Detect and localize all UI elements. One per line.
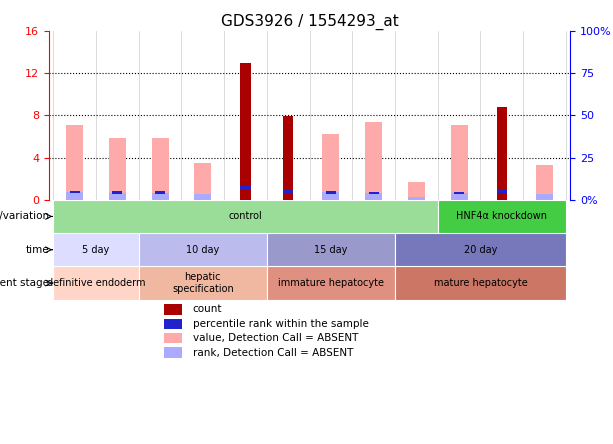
Bar bbox=[164, 319, 183, 329]
Text: mature hepatocyte: mature hepatocyte bbox=[433, 278, 527, 288]
Bar bbox=[454, 191, 464, 194]
Bar bbox=[267, 233, 395, 266]
Bar bbox=[408, 182, 425, 200]
Bar bbox=[497, 190, 507, 193]
Bar bbox=[194, 194, 211, 200]
Bar bbox=[365, 122, 382, 200]
Bar bbox=[109, 193, 126, 200]
Bar bbox=[49, 200, 570, 444]
Bar bbox=[365, 193, 382, 200]
Bar bbox=[139, 266, 267, 300]
Bar bbox=[53, 233, 139, 266]
Text: control: control bbox=[229, 211, 262, 222]
Text: development stage: development stage bbox=[0, 278, 50, 288]
Bar bbox=[194, 163, 211, 200]
Text: rank, Detection Call = ABSENT: rank, Detection Call = ABSENT bbox=[193, 348, 353, 357]
Text: 10 day: 10 day bbox=[186, 245, 219, 255]
Bar bbox=[112, 191, 123, 194]
Bar bbox=[109, 138, 126, 200]
Bar bbox=[283, 116, 294, 200]
Text: immature hepatocyte: immature hepatocyte bbox=[278, 278, 384, 288]
Bar bbox=[66, 192, 83, 200]
Bar bbox=[438, 200, 566, 233]
Bar bbox=[151, 138, 169, 200]
Bar bbox=[164, 347, 183, 358]
Text: HNF4α knockdown: HNF4α knockdown bbox=[456, 211, 547, 222]
Bar bbox=[451, 193, 468, 200]
Text: count: count bbox=[193, 304, 223, 314]
Bar bbox=[497, 107, 507, 200]
Text: 5 day: 5 day bbox=[82, 245, 110, 255]
Text: genotype/variation: genotype/variation bbox=[0, 211, 50, 222]
Text: hepatic
specification: hepatic specification bbox=[172, 272, 234, 294]
Bar bbox=[368, 192, 379, 194]
Text: value, Detection Call = ABSENT: value, Detection Call = ABSENT bbox=[193, 333, 358, 343]
Bar bbox=[53, 200, 438, 233]
Bar bbox=[395, 233, 566, 266]
Text: 15 day: 15 day bbox=[314, 245, 348, 255]
Bar bbox=[155, 191, 166, 194]
Bar bbox=[69, 190, 80, 193]
Bar bbox=[267, 266, 395, 300]
Bar bbox=[66, 125, 83, 200]
Bar bbox=[240, 186, 251, 189]
Bar bbox=[536, 165, 553, 200]
Bar bbox=[322, 192, 340, 200]
Title: GDS3926 / 1554293_at: GDS3926 / 1554293_at bbox=[221, 13, 398, 30]
Bar bbox=[164, 333, 183, 343]
Bar bbox=[408, 197, 425, 200]
Text: 20 day: 20 day bbox=[463, 245, 497, 255]
Bar bbox=[283, 190, 294, 193]
Bar bbox=[53, 266, 139, 300]
Bar bbox=[322, 135, 340, 200]
Bar bbox=[164, 304, 183, 314]
Bar bbox=[451, 125, 468, 200]
Text: definitive endoderm: definitive endoderm bbox=[47, 278, 145, 288]
Bar bbox=[240, 63, 251, 200]
Bar bbox=[536, 194, 553, 200]
Text: time: time bbox=[26, 245, 50, 255]
Bar bbox=[151, 193, 169, 200]
Bar bbox=[395, 266, 566, 300]
Text: percentile rank within the sample: percentile rank within the sample bbox=[193, 319, 369, 329]
Bar bbox=[326, 191, 336, 194]
Bar bbox=[139, 233, 267, 266]
